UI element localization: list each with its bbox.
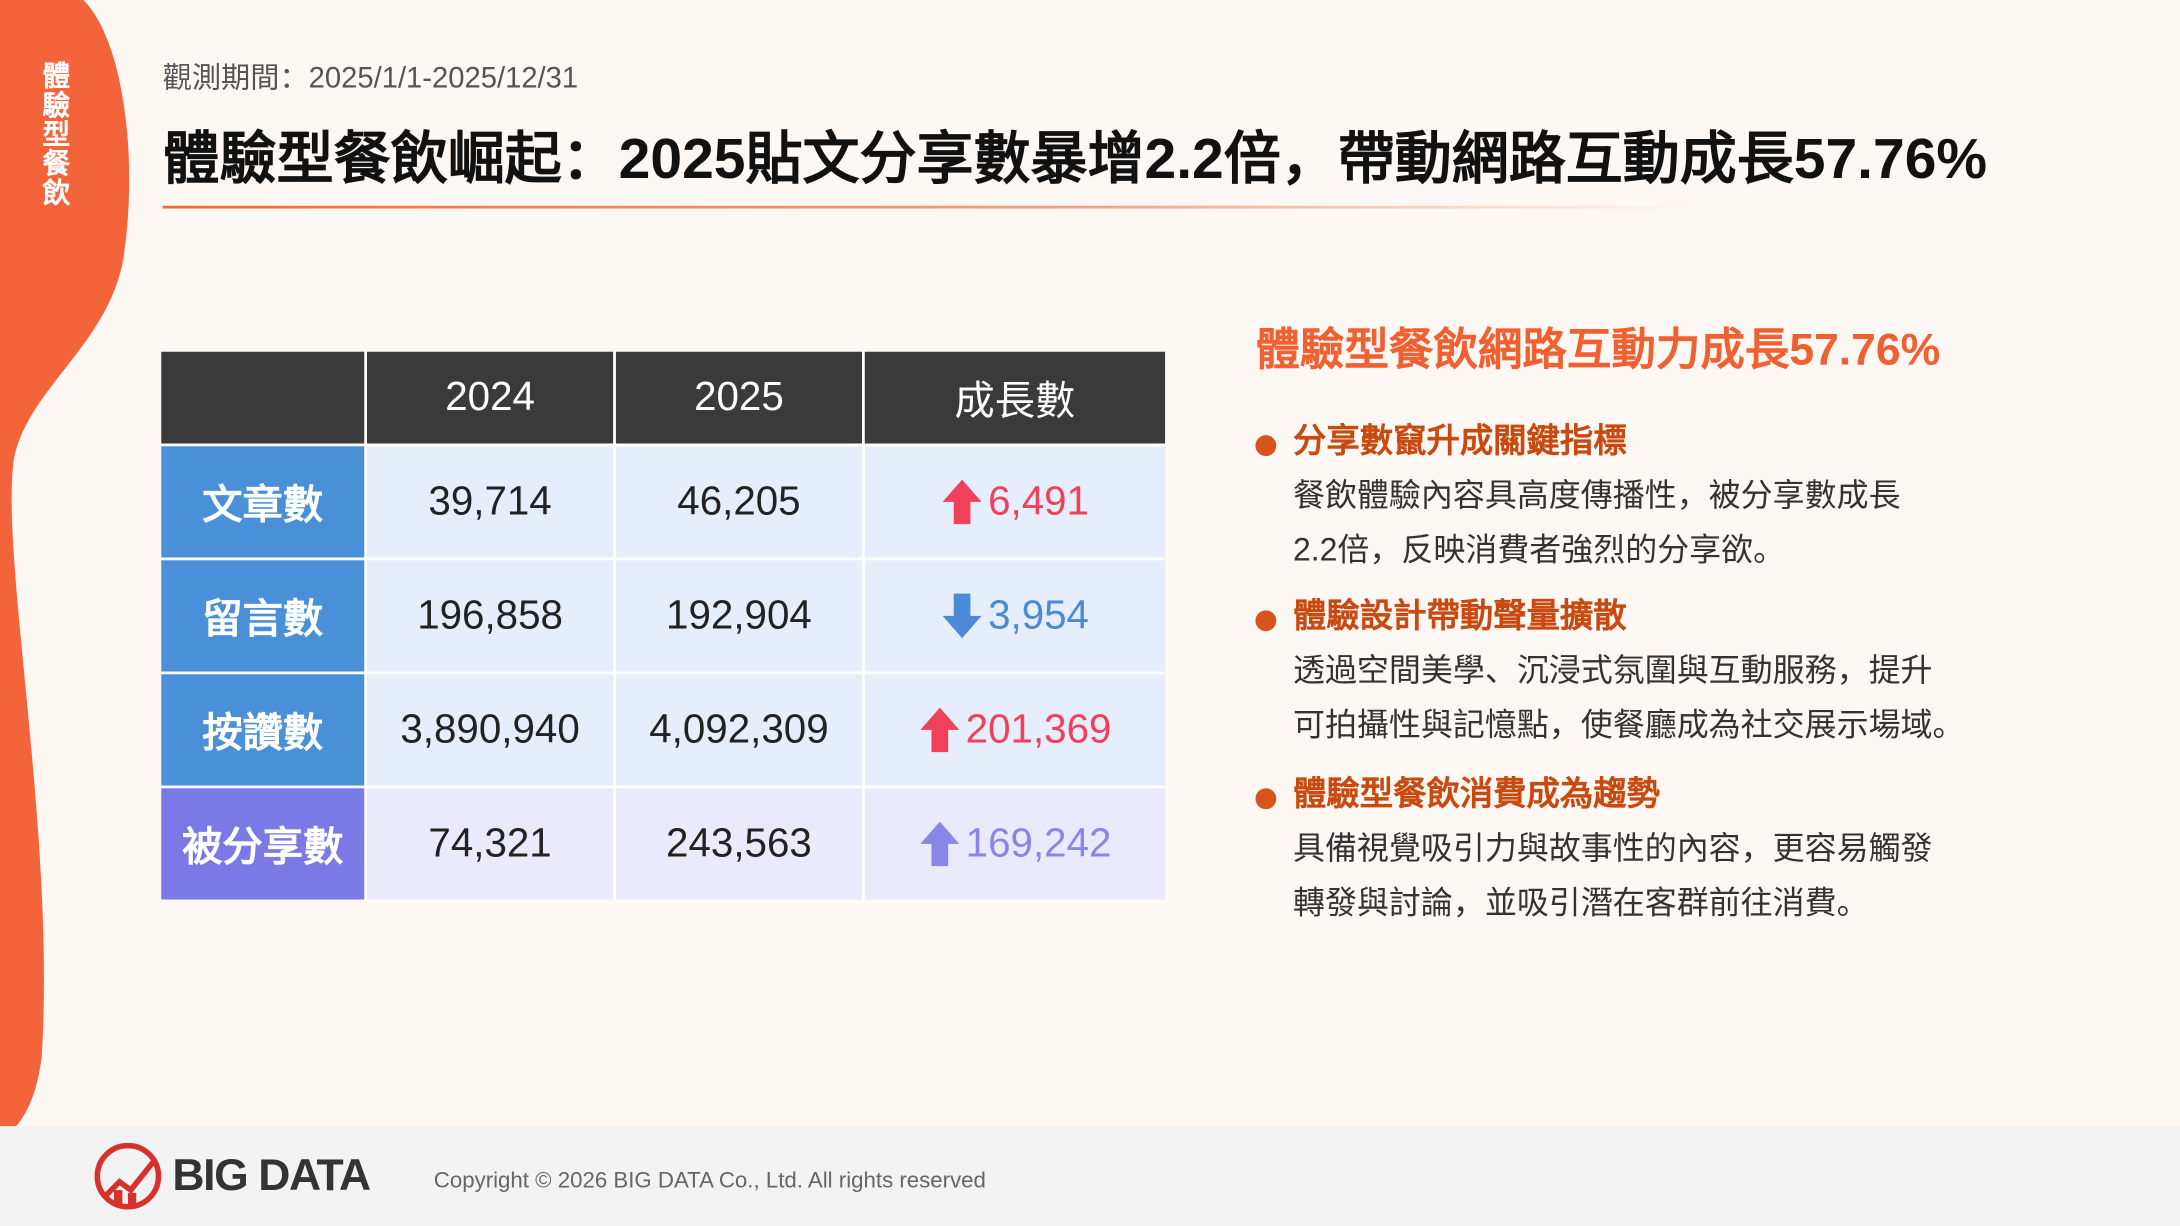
row-label: 按讚數	[161, 674, 365, 786]
title: 體驗型餐飲崛起：2025貼文分享數暴增2.2倍，帶動網路互動成長57.76%	[162, 126, 1988, 191]
arrow-up	[919, 821, 959, 867]
point-line: 透過空間美學、沉浸式氛圍與互動服務，提升	[1292, 652, 1933, 689]
point-line: 可拍攝性與記憶點，使餐廳成為社交展示場域。	[1292, 706, 1965, 743]
growth-cell: 201,369	[864, 674, 1166, 786]
point-title: 體驗型餐飲消費成為趨勢	[1292, 775, 1661, 814]
growth: 169,242	[965, 820, 1112, 866]
growth: 3,954	[988, 592, 1089, 638]
growth-cell: 169,242	[864, 788, 1166, 900]
growth-cell: 3,954	[864, 560, 1166, 672]
growth: 201,369	[965, 706, 1112, 752]
logo-icon	[94, 1142, 162, 1210]
header-cell: 成長數	[864, 351, 1166, 444]
cell: 74,321	[367, 788, 614, 900]
point-line: 餐飲體驗內容具高度傳播性，被分享數成長	[1292, 476, 1901, 514]
title-rule	[162, 205, 1692, 209]
bullet	[1255, 788, 1277, 810]
point-title: 分享數竄升成關鍵指標	[1292, 422, 1627, 461]
arrow-up	[919, 707, 959, 753]
side-band	[0, 0, 130, 1138]
logo-text: BIG DATA	[172, 1149, 371, 1200]
table: 2024 2025 成長數 文章數 39,714 46,205 6,491 留言…	[161, 351, 1166, 900]
point: 分享數竄升成關鍵指標 餐飲體驗內容具高度傳播性，被分享數成長 2.2倍，反映消費…	[1255, 421, 1901, 577]
row-label: 被分享數	[161, 788, 365, 900]
point-line: 具備視覺吸引力與故事性的內容，更容易觸發	[1292, 830, 1933, 867]
cell: 192,904	[615, 560, 862, 672]
cell: 196,858	[367, 560, 614, 672]
row-label: 留言數	[161, 560, 365, 672]
point-line: 轉發與討論，並吸引潛在客群前往消費。	[1292, 884, 1869, 921]
copyright: Copyright © 2026 BIG DATA Co., Ltd. All …	[433, 1169, 986, 1193]
summary-heading: 體驗型餐飲網路互動力成長57.76%	[1255, 323, 1941, 374]
cell: 39,714	[367, 446, 614, 558]
growth-cell: 6,491	[864, 446, 1166, 558]
cell: 4,092,309	[615, 674, 862, 786]
bullet	[1255, 435, 1277, 457]
arrow-up	[942, 479, 982, 525]
footer	[0, 1126, 2180, 1226]
row-label: 文章數	[161, 446, 365, 558]
header-cell: 2024	[367, 351, 614, 444]
period: 觀測期間：2025/1/1-2025/12/31	[162, 62, 579, 95]
header-cell: 2025	[615, 351, 862, 444]
cell: 3,890,940	[367, 674, 614, 786]
point-line: 2.2倍，反映消費者強烈的分享欲。	[1292, 531, 1786, 568]
arrow-down	[942, 593, 982, 639]
cell: 46,205	[615, 446, 862, 558]
bullet	[1255, 610, 1277, 632]
point: 體驗設計帶動聲量擴散 透過空間美學、沉浸式氛圍與互動服務，提升 可拍攝性與記憶點…	[1255, 596, 1964, 752]
header-cell	[161, 351, 365, 444]
growth: 6,491	[988, 478, 1089, 524]
point: 體驗型餐飲消費成為趨勢 具備視覺吸引力與故事性的內容，更容易觸發 轉發與討論，並…	[1255, 774, 1933, 930]
cell: 243,563	[615, 788, 862, 900]
point-title: 體驗設計帶動聲量擴散	[1292, 597, 1627, 636]
side-label: 體驗型餐飲	[37, 61, 69, 208]
